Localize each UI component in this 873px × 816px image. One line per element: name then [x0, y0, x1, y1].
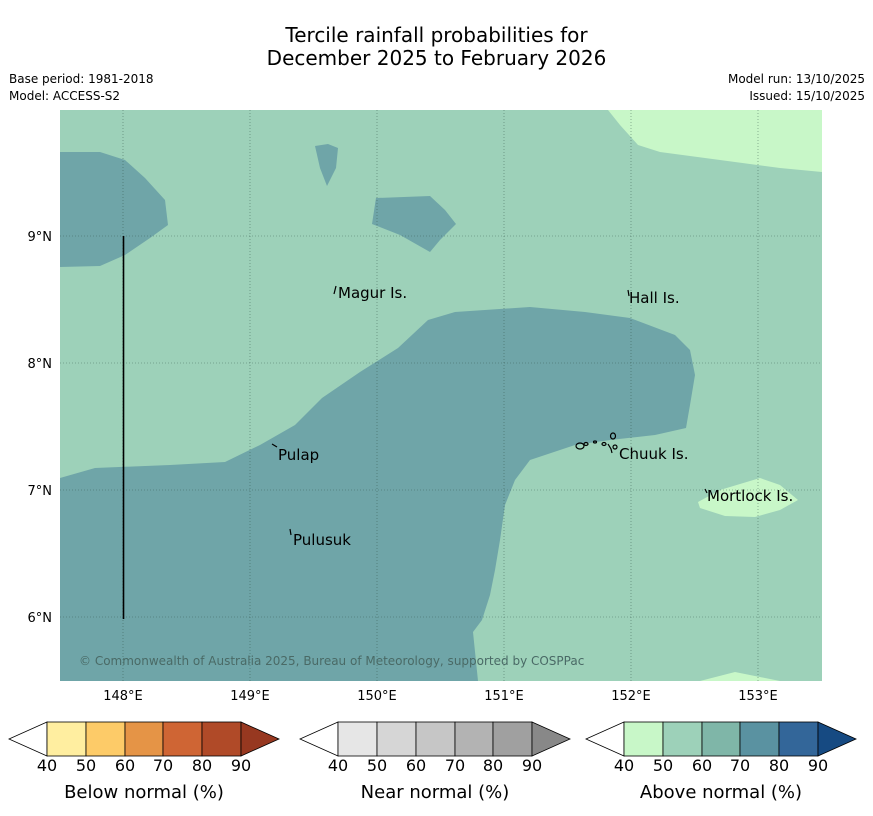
- chuuk-lagoon-islands: [575, 432, 618, 454]
- legend-below-normal: [8, 721, 280, 757]
- region-60-70-north-center: [372, 196, 456, 252]
- legend-above-tick: 60: [692, 756, 712, 775]
- place-label-hall: Hall Is.: [629, 289, 680, 307]
- legend-near-tick: 60: [406, 756, 426, 775]
- legend-above-tick: 50: [653, 756, 673, 775]
- place-label-mortlock: Mortlock Is.: [707, 487, 793, 505]
- legend-above-tick: 80: [769, 756, 789, 775]
- mortlock-island-marker: [704, 488, 708, 494]
- lon-label-152e: 152°E: [611, 689, 651, 704]
- copyright-text: © Commonwealth of Australia 2025, Bureau…: [79, 654, 584, 668]
- legend-below-cell: [240, 721, 280, 757]
- lat-label-6n: 6°N: [28, 611, 53, 626]
- legend-above-tick: 90: [808, 756, 828, 775]
- legend-near-tick: 50: [367, 756, 387, 775]
- place-label-chuuk: Chuuk Is.: [619, 445, 688, 463]
- region-40-50-northeast: [608, 110, 822, 172]
- lon-label-153e: 153°E: [738, 689, 778, 704]
- legend-below-cell: [201, 721, 242, 757]
- legend-near-cell: [454, 721, 494, 757]
- legend-above-cell: [817, 721, 857, 757]
- legend-near-tick: 80: [483, 756, 503, 775]
- legend-near-cell: [415, 721, 456, 757]
- legend-above-cell: [739, 721, 780, 757]
- magur-island-marker: [333, 285, 337, 295]
- model-name: Model: ACCESS-S2: [9, 89, 121, 103]
- pulap-island-marker: [271, 443, 278, 448]
- lon-label-151e: 151°E: [484, 689, 524, 704]
- legend-below-tick: 50: [76, 756, 96, 775]
- legend-above-cell: [623, 721, 664, 757]
- title-line-2: December 2025 to February 2026: [266, 46, 607, 70]
- legend-below-tick: 70: [153, 756, 173, 775]
- lon-label-149e: 149°E: [230, 689, 270, 704]
- legend-below-cell: [46, 721, 87, 757]
- legend-below-tick: 60: [115, 756, 135, 775]
- legend-near-tick: 40: [328, 756, 348, 775]
- lon-label-150e: 150°E: [357, 689, 397, 704]
- lat-label-9n: 9°N: [28, 230, 53, 245]
- base-period: Base period: 1981-2018: [9, 72, 154, 86]
- island-markers: [271, 285, 708, 536]
- legend-above-tick: 40: [614, 756, 634, 775]
- legend-above-cell: [662, 721, 703, 757]
- legend-near-cell: [299, 721, 339, 757]
- gridlines: [60, 110, 822, 681]
- legend-above-tick: 70: [730, 756, 750, 775]
- legend-above-normal: [585, 721, 857, 757]
- legend-near-cell: [492, 721, 533, 757]
- region-40-50-southeast-sliver: [700, 672, 780, 681]
- legend-near-tick: 90: [522, 756, 542, 775]
- legend-near-title: Near normal (%): [361, 782, 510, 803]
- legend-below-cell: [162, 721, 203, 757]
- legend-above-cell: [701, 721, 741, 757]
- legend-below-cell: [85, 721, 126, 757]
- title-line-1: Tercile rainfall probabilities for: [285, 23, 588, 47]
- legend-above-title: Above normal (%): [640, 782, 802, 803]
- legend-below-cell: [8, 721, 48, 757]
- legend-near-cell: [337, 721, 378, 757]
- place-label-pulap: Pulap: [278, 446, 319, 464]
- pulusuk-island-marker: [289, 528, 292, 536]
- legend-above-cell: [585, 721, 625, 757]
- region-60-70-main: [60, 307, 695, 681]
- region-60-70-north-small: [315, 144, 338, 186]
- legend-below-tick: 80: [192, 756, 212, 775]
- issued-date: Issued: 15/10/2025: [749, 89, 865, 103]
- region-60-70-northwest: [60, 152, 168, 267]
- place-label-magur: Magur Is.: [338, 284, 407, 302]
- legend-near-cell: [531, 721, 571, 757]
- legend-below-tick: 40: [37, 756, 57, 775]
- legend-below-tick: 90: [231, 756, 251, 775]
- legend-near-tick: 70: [445, 756, 465, 775]
- lon-label-148e: 148°E: [103, 689, 143, 704]
- model-run: Model run: 13/10/2025: [727, 72, 865, 86]
- legend-near-cell: [376, 721, 417, 757]
- lat-label-7n: 7°N: [28, 484, 53, 499]
- place-label-pulusuk: Pulusuk: [293, 531, 351, 549]
- lat-label-8n: 8°N: [28, 357, 53, 372]
- legend-below-title: Below normal (%): [64, 782, 224, 803]
- legend-near-normal: [299, 721, 571, 757]
- hall-island-marker: [627, 289, 630, 297]
- legend-below-cell: [124, 721, 164, 757]
- legend-above-cell: [778, 721, 819, 757]
- region-40-50-mortlock: [698, 478, 798, 517]
